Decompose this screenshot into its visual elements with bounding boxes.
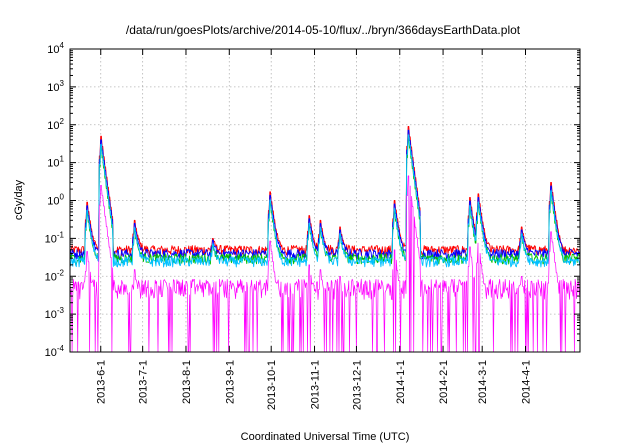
x-tick-label: 2013-12-1 <box>351 360 363 410</box>
y-tick-label: 10-1 <box>45 230 65 245</box>
series-line-5 <box>69 175 581 353</box>
y-tick-label: 104 <box>47 41 64 56</box>
series-line-2 <box>69 129 581 260</box>
x-tick-label: 2014-2-1 <box>438 360 450 404</box>
x-tick-label: 2014-4-1 <box>521 360 533 404</box>
x-tick-label: 2014-1-1 <box>395 360 407 404</box>
x-tick-label: 2013-6-1 <box>96 360 108 404</box>
y-tick-label: 10-2 <box>45 268 65 283</box>
x-tick-label: 2013-11-1 <box>310 360 322 409</box>
series-line-4 <box>69 134 581 268</box>
y-tick-label: 102 <box>47 117 64 132</box>
y-axis-ticks: 10-4 10-3 10-2 10-1 100 101 102 103 104 <box>45 41 580 359</box>
y-tick-label: 103 <box>47 79 64 94</box>
x-tick-label: 2013-8-1 <box>181 360 193 404</box>
plot-area <box>69 126 581 353</box>
y-tick-label: 10-3 <box>45 306 65 321</box>
x-tick-label: 2014-3-1 <box>477 360 489 404</box>
x-tick-label: 2013-7-1 <box>138 360 150 404</box>
y-tick-label: 100 <box>47 193 64 208</box>
x-tick-label: 2013-10-1 <box>266 360 278 410</box>
x-axis-ticks: 2013-6-1 2013-7-1 2013-8-1 2013-9-1 2013-10-… <box>96 49 533 410</box>
series-line-1 <box>69 126 581 257</box>
y-axis-label: cGy/day <box>13 179 25 220</box>
x-tick-label: 2013-9-1 <box>224 360 236 404</box>
y-tick-label: 101 <box>47 155 64 170</box>
x-axis-label: Coordinated Universal Time (UTC) <box>241 431 410 443</box>
y-tick-label: 10-4 <box>45 344 65 359</box>
chart-title: /data/run/goesPlots/archive/2014-05-10/f… <box>126 23 521 37</box>
